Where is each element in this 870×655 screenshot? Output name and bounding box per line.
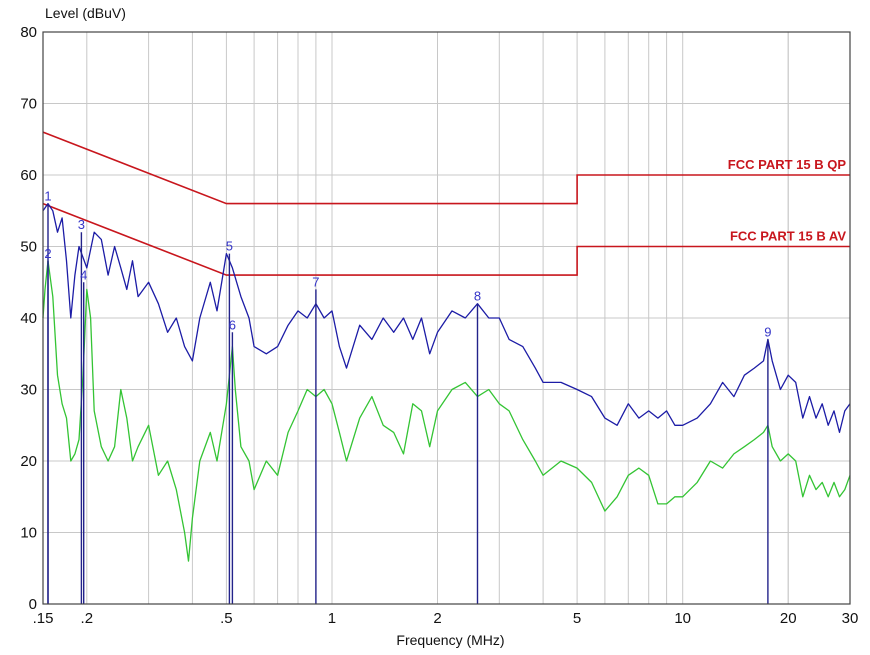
marker-label: 4 [80, 267, 87, 282]
limit-lines: FCC PART 15 B QP FCC PART 15 B AV [42, 131, 850, 276]
x-tick-labels: .15 .2 .5 1 2 5 10 20 30 [33, 610, 859, 627]
x-tick-label: 20 [780, 610, 797, 627]
x-tick-label: 10 [674, 610, 691, 627]
limit-line [42, 131, 850, 205]
y-axis-label: Level (dBuV) [45, 5, 126, 21]
series-lines [42, 202, 851, 562]
marker-label: 5 [226, 239, 233, 254]
markers: 1 2 3 4 5 6 7 8 9 [44, 189, 772, 604]
y-tick-label: 20 [20, 453, 37, 470]
y-tick-label: 60 [20, 167, 37, 184]
y-tick-label: 0 [29, 596, 37, 613]
x-tick-label: 30 [842, 610, 859, 627]
limit-line-label: FCC PART 15 B QP [728, 157, 847, 172]
marker-label: 3 [78, 217, 85, 232]
x-tick-label: .15 [33, 610, 54, 627]
x-tick-label: .2 [81, 610, 94, 627]
x-tick-label: 1 [328, 610, 336, 627]
marker-label: 9 [764, 324, 771, 339]
x-tick-label: 2 [433, 610, 441, 627]
average-trace-line [42, 260, 851, 562]
marker-label: 2 [44, 246, 51, 261]
y-tick-label: 50 [20, 239, 37, 256]
marker-label: 8 [474, 289, 481, 304]
y-tick-label: 80 [20, 24, 37, 41]
y-tick-label: 40 [20, 310, 37, 327]
x-tick-label: 5 [573, 610, 581, 627]
limit-line-label: FCC PART 15 B AV [730, 229, 846, 244]
peak-trace-line [42, 202, 851, 434]
limit-line [42, 202, 850, 276]
y-tick-label: 30 [20, 382, 37, 399]
marker-label: 1 [44, 189, 51, 204]
x-tick-label: .5 [220, 610, 233, 627]
x-axis-label: Frequency (MHz) [396, 632, 504, 648]
plot-frame [42, 31, 851, 605]
y-tick-labels: 0 10 20 30 40 50 60 70 80 [20, 24, 37, 613]
y-tick-label: 70 [20, 96, 37, 113]
marker-label: 7 [312, 274, 319, 289]
marker-label: 6 [229, 317, 236, 332]
y-tick-label: 10 [20, 525, 37, 542]
